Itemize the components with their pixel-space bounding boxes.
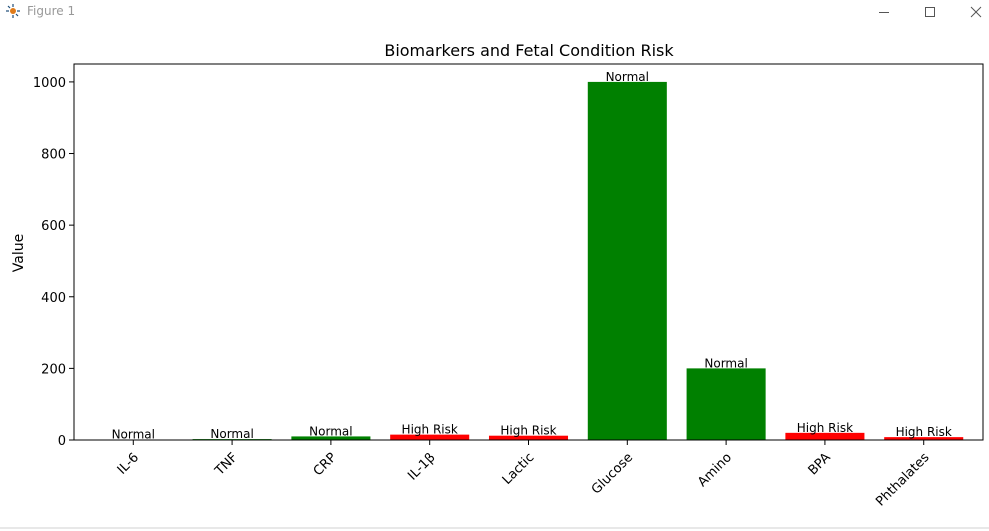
y-tick-label-0: 0: [58, 434, 66, 449]
bar-Phthalates: [884, 437, 964, 440]
chart-title: Biomarkers and Fetal Condition Risk: [384, 41, 674, 60]
bar-Glucose: [587, 81, 667, 441]
x-tick-label-Phthalates: Phthalates: [873, 450, 932, 509]
bar-label-IL-6: Normal: [112, 428, 155, 442]
figure-canvas: Biomarkers and Fetal Condition Risk Valu…: [0, 24, 989, 527]
window-bottom-edge: [0, 527, 989, 529]
y-tick-label-1000: 1000: [33, 76, 66, 91]
bar-label-TNF: Normal: [210, 427, 253, 441]
y-tick-label-400: 400: [41, 291, 66, 306]
bar-CRP: [291, 436, 371, 440]
window-titlebar: Figure 1: [0, 0, 989, 24]
x-tick-label-IL-6: IL-6: [115, 450, 142, 477]
bar-label-CRP: Normal: [309, 424, 352, 438]
y-tick-label-600: 600: [41, 219, 66, 234]
bar-chart: Biomarkers and Fetal Condition Risk Valu…: [11, 41, 984, 509]
bar-label-Lactic: High Risk: [500, 424, 556, 438]
bar-Amino: [686, 368, 766, 440]
bar-label-BPA: High Risk: [797, 421, 853, 435]
window-title: Figure 1: [27, 4, 76, 18]
x-tick-label-TNF: TNF: [212, 450, 241, 479]
bar-label-Phthalates: High Risk: [896, 425, 952, 439]
bar-label-IL-1β: High Risk: [402, 423, 458, 437]
x-tick-label-Amino: Amino: [695, 450, 735, 490]
x-tick-label-Lactic: Lactic: [500, 450, 538, 488]
x-tick-label-CRP: CRP: [311, 450, 340, 479]
minimize-icon: [879, 12, 889, 13]
plot-area: Normal IL-6 Normal TNF Normal CRP High Risk IL-…: [33, 63, 984, 509]
x-tick-label-Glucose: Glucose: [589, 450, 636, 497]
maximize-button[interactable]: [907, 0, 953, 24]
bar-BPA: [785, 432, 865, 440]
minimize-button[interactable]: [861, 0, 907, 24]
y-axis-label: Value: [11, 234, 27, 272]
y-tick-label-800: 800: [41, 148, 66, 163]
matplotlib-icon: [5, 3, 21, 19]
plot-frame: [73, 63, 984, 441]
x-tick-label-IL-1β: IL-1β: [405, 450, 438, 483]
bar-Lactic: [488, 435, 569, 440]
bar-IL-1β: [390, 434, 470, 440]
bar-label-Glucose: Normal: [606, 70, 649, 84]
x-tick-label-BPA: BPA: [806, 450, 834, 478]
bar-label-Amino: Normal: [704, 356, 747, 370]
maximize-icon: [925, 7, 935, 17]
close-button[interactable]: [953, 0, 989, 24]
close-icon: [970, 6, 982, 18]
y-tick-label-200: 200: [41, 362, 66, 377]
